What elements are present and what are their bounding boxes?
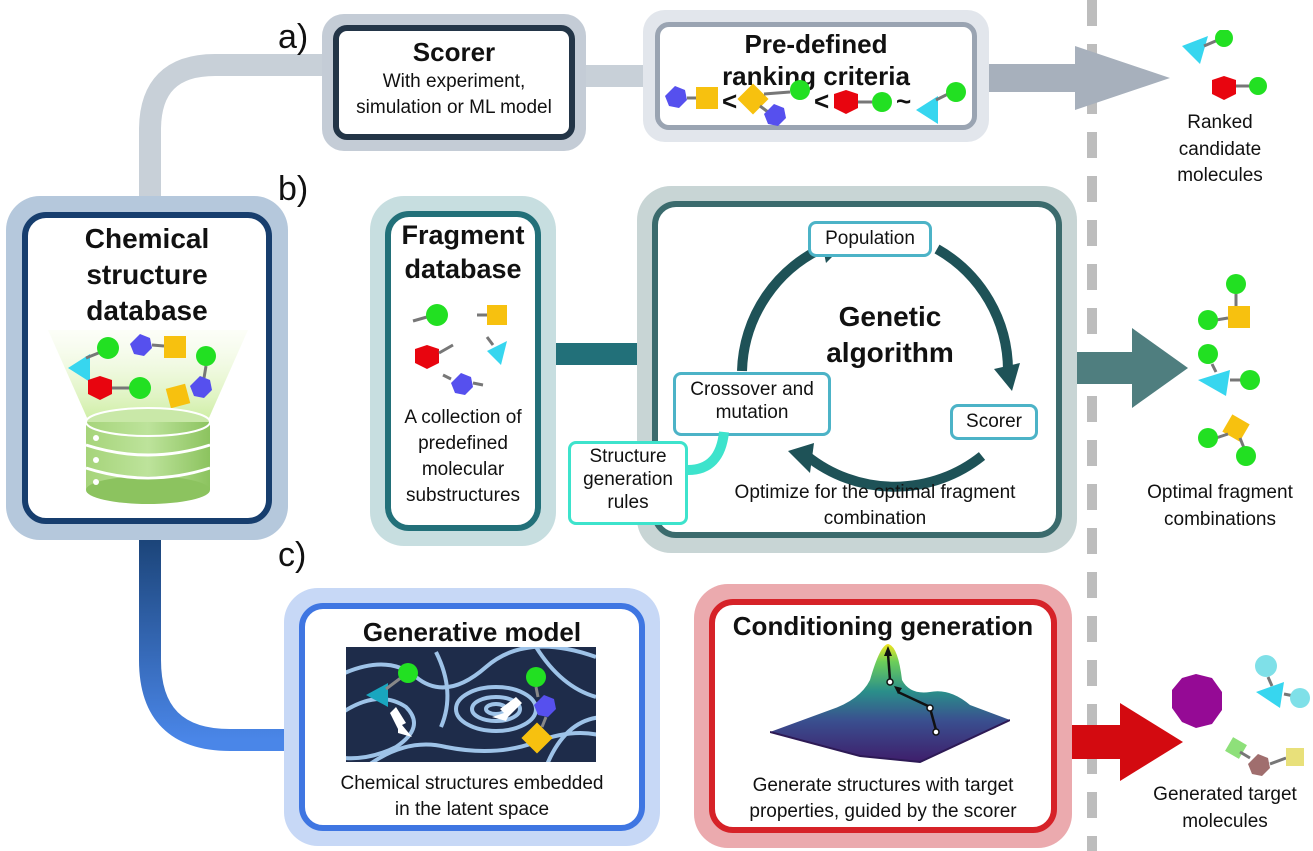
genetic-title-2: algorithm — [826, 337, 954, 368]
genetic-title-1: Genetic — [838, 301, 942, 332]
ga-optimize-line-2: combination — [823, 508, 927, 529]
fragment-db-desc-4: substructures — [405, 485, 521, 506]
ga-rules-box: Structure generation rules — [568, 441, 688, 525]
section-label-b: b) — [278, 170, 309, 208]
fragment-db-desc-2: predefined — [418, 433, 508, 454]
ga-crossover-box: Crossover and mutation — [673, 372, 831, 436]
fragment-db-box: Fragment database A collection of predef… — [385, 211, 541, 531]
generated-output-line-1: Generated target — [1153, 784, 1297, 805]
ranking-title-1: Pre-defined — [744, 29, 888, 59]
ranking-molecules-icon — [665, 80, 966, 126]
conditioning-desc-1: Generate structures with target — [752, 775, 1014, 796]
ranked-output-text: Ranked candidate molecules — [1150, 110, 1290, 190]
scorer-line-2: simulation or ML model — [356, 97, 552, 118]
optimal-molecules-icon — [1198, 274, 1260, 466]
ga-rules-line-2: generation — [583, 468, 673, 490]
ga-crossover-line-1: Crossover and — [690, 379, 814, 400]
optimal-output-text: Optimal fragment combinations — [1130, 480, 1310, 533]
landscape-surface-icon — [770, 644, 1010, 764]
rules-connector — [687, 431, 729, 475]
fragment-db-desc-3: molecular — [421, 459, 505, 480]
optimal-output-line-1: Optimal fragment — [1147, 482, 1293, 503]
ga-population-box: Population — [808, 221, 932, 257]
path-c-connector — [139, 520, 300, 751]
ga-rules-line-1: Structure — [589, 446, 667, 467]
section-label-a: a) — [278, 18, 309, 56]
generative-title: Generative model — [362, 617, 582, 647]
ranking-less-than-1: < — [722, 86, 738, 116]
database-cylinder-icon — [48, 330, 248, 504]
path-a-connector — [139, 54, 330, 200]
ranked-output-line-1: Ranked — [1187, 112, 1253, 133]
conditioning-title: Conditioning generation — [732, 611, 1034, 641]
conditioning-desc-2: properties, guided by the scorer — [749, 801, 1017, 822]
ranked-output-line-3: molecules — [1177, 165, 1263, 187]
optimal-output-line-2: combinations — [1164, 508, 1276, 530]
latent-space-icon — [346, 647, 596, 762]
ranked-molecules-icon — [1182, 30, 1267, 100]
scorer-box: Scorer With experiment, simulation or ML… — [333, 25, 575, 140]
ga-optimize-line-1: Optimize for the optimal fragment — [734, 482, 1016, 503]
generative-desc-2: in the latent space — [394, 799, 550, 820]
section-label-c: c) — [278, 536, 307, 574]
generative-desc-1: Chemical structures embedded — [340, 773, 604, 794]
generated-output-line-2: molecules — [1182, 810, 1268, 832]
arrow-c — [1068, 703, 1183, 781]
fragment-db-desc-1: A collection of — [404, 407, 522, 428]
scorer-line-1: With experiment, — [382, 71, 526, 92]
fragment-db-title-1: Fragment — [401, 220, 525, 250]
ga-rules-line-3: rules — [607, 491, 649, 513]
chemical-db-title-3: database — [86, 295, 208, 326]
arrow-b — [1058, 328, 1188, 408]
ranked-output-line-2: candidate — [1178, 138, 1262, 160]
ranking-tilde: ~ — [896, 86, 912, 116]
chemical-db-title-1: Chemical — [84, 223, 210, 254]
chemical-db-title-2: structure — [86, 259, 208, 290]
scorer-title: Scorer — [412, 37, 496, 67]
ga-scorer-box: Scorer — [950, 404, 1038, 440]
ga-crossover-line-2: mutation — [715, 401, 789, 423]
ranking-less-than-2: < — [814, 86, 830, 116]
fragment-db-title-2: database — [404, 254, 522, 284]
generated-output-text: Generated target molecules — [1140, 782, 1310, 835]
generated-molecules-icon — [1172, 655, 1310, 776]
arrow-a — [985, 46, 1170, 110]
fragment-molecules-icon — [412, 304, 507, 395]
